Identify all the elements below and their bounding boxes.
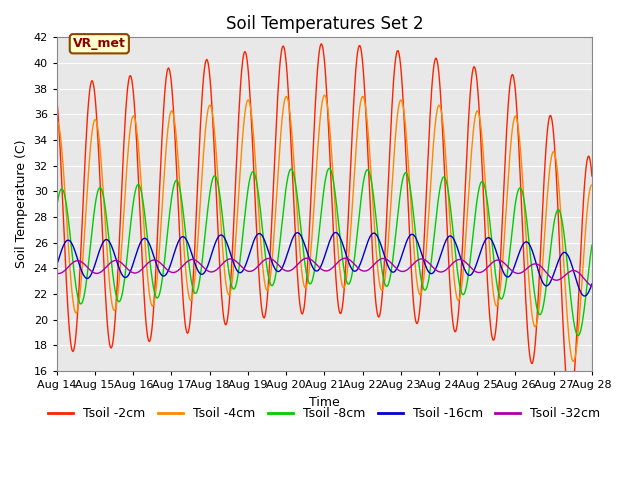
Tsoil -32cm bbox=[228, 256, 236, 262]
Tsoil -2cm bbox=[588, 173, 596, 179]
Tsoil -16cm bbox=[68, 241, 76, 247]
Tsoil -32cm bbox=[196, 261, 204, 266]
Tsoil -4cm bbox=[68, 289, 76, 295]
Tsoil -4cm bbox=[140, 221, 148, 227]
X-axis label: Time: Time bbox=[309, 396, 340, 408]
Tsoil -16cm bbox=[332, 229, 340, 235]
Line: Tsoil -2cm: Tsoil -2cm bbox=[57, 44, 592, 406]
Tsoil -16cm bbox=[581, 293, 589, 299]
Tsoil -4cm bbox=[321, 92, 328, 98]
Tsoil -32cm bbox=[539, 265, 547, 271]
Tsoil -32cm bbox=[140, 264, 148, 270]
Tsoil -8cm bbox=[196, 278, 204, 284]
Tsoil -16cm bbox=[140, 236, 148, 241]
Line: Tsoil -32cm: Tsoil -32cm bbox=[57, 258, 592, 286]
Tsoil -8cm bbox=[539, 307, 547, 312]
Tsoil -8cm bbox=[588, 242, 596, 248]
Tsoil -4cm bbox=[588, 182, 596, 188]
Line: Tsoil -16cm: Tsoil -16cm bbox=[57, 232, 592, 296]
Line: Tsoil -8cm: Tsoil -8cm bbox=[57, 168, 592, 336]
Tsoil -8cm bbox=[140, 204, 148, 209]
Tsoil -16cm bbox=[228, 254, 236, 260]
Y-axis label: Soil Temperature (C): Soil Temperature (C) bbox=[15, 140, 28, 268]
Tsoil -32cm bbox=[68, 261, 76, 266]
Tsoil -16cm bbox=[53, 262, 61, 268]
Tsoil -8cm bbox=[228, 283, 236, 288]
Tsoil -4cm bbox=[570, 359, 577, 364]
Line: Tsoil -4cm: Tsoil -4cm bbox=[57, 95, 592, 361]
Tsoil -2cm bbox=[196, 140, 204, 145]
Tsoil -16cm bbox=[196, 270, 204, 276]
Tsoil -32cm bbox=[303, 255, 311, 261]
Tsoil -8cm bbox=[504, 264, 512, 269]
Tsoil -4cm bbox=[53, 118, 61, 124]
Tsoil -2cm bbox=[68, 347, 76, 353]
Title: Soil Temperatures Set 2: Soil Temperatures Set 2 bbox=[225, 15, 423, 33]
Tsoil -32cm bbox=[504, 264, 512, 270]
Tsoil -2cm bbox=[228, 266, 236, 272]
Tsoil -2cm bbox=[53, 96, 61, 102]
Tsoil -4cm bbox=[196, 211, 204, 217]
Tsoil -16cm bbox=[539, 279, 547, 285]
Legend: Tsoil -2cm, Tsoil -4cm, Tsoil -8cm, Tsoil -16cm, Tsoil -32cm: Tsoil -2cm, Tsoil -4cm, Tsoil -8cm, Tsoi… bbox=[44, 402, 605, 425]
Tsoil -16cm bbox=[504, 274, 512, 280]
Tsoil -32cm bbox=[588, 283, 596, 289]
Tsoil -2cm bbox=[566, 403, 574, 409]
Tsoil -2cm bbox=[140, 287, 148, 293]
Tsoil -8cm bbox=[575, 333, 582, 338]
Tsoil -8cm bbox=[326, 166, 333, 171]
Tsoil -4cm bbox=[539, 263, 547, 268]
Text: VR_met: VR_met bbox=[73, 37, 126, 50]
Tsoil -16cm bbox=[588, 281, 596, 287]
Tsoil -32cm bbox=[53, 270, 61, 276]
Tsoil -2cm bbox=[317, 41, 325, 47]
Tsoil -4cm bbox=[504, 175, 512, 181]
Tsoil -2cm bbox=[539, 208, 547, 214]
Tsoil -8cm bbox=[53, 204, 61, 209]
Tsoil -4cm bbox=[228, 284, 236, 289]
Tsoil -8cm bbox=[68, 250, 76, 256]
Tsoil -2cm bbox=[504, 102, 512, 108]
